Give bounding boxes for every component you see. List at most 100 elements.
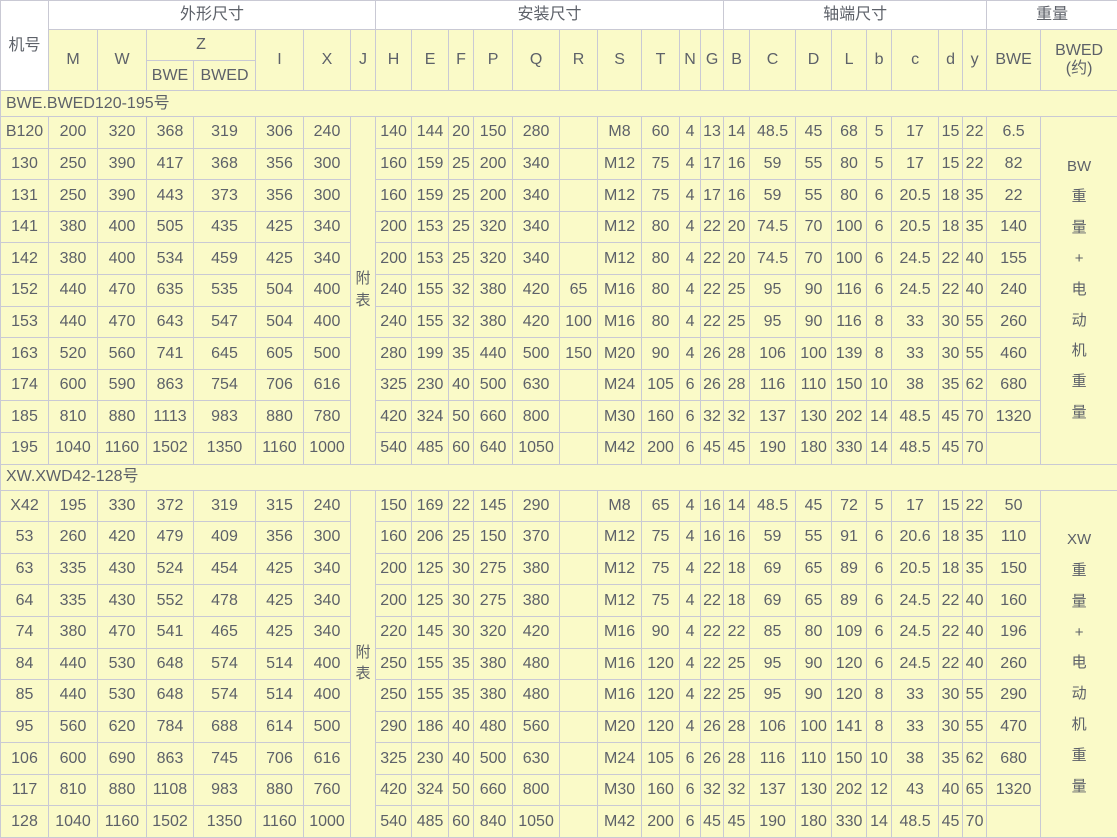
value-cell: 55 <box>962 337 988 370</box>
value-cell: 459 <box>193 242 256 275</box>
value-cell: 560 <box>97 337 147 370</box>
value-cell: 110 <box>795 742 833 775</box>
model-cell: 163 <box>0 337 49 370</box>
value-cell: 380 <box>473 647 514 681</box>
value-cell: 89 <box>831 552 868 586</box>
value-cell: 28 <box>723 742 751 775</box>
col-H: H <box>375 29 413 91</box>
value-cell: 547 <box>193 305 256 339</box>
value-cell: M42 <box>597 805 643 838</box>
value-cell: 14 <box>723 116 751 149</box>
value-cell: 324 <box>411 773 450 807</box>
value-cell: 22 <box>938 647 964 681</box>
value-cell: 105 <box>641 742 681 775</box>
value-cell: 155 <box>411 679 450 712</box>
value-cell: 20 <box>448 116 475 149</box>
value-cell: 983 <box>193 773 256 807</box>
value-cell: 616 <box>303 742 351 775</box>
value-cell: 100 <box>795 710 833 744</box>
value-cell: M42 <box>597 431 643 465</box>
spec-row-84: 84 440 530 648 574 514 400 250 155 35 380 480 M16 120… <box>0 647 1117 681</box>
spec-row-B120: B120 200 320 368 319 306 240 附表 140 144 20 150 280 M8… <box>0 116 1117 465</box>
value-cell: 540 <box>375 431 413 465</box>
value-cell: 460 <box>986 337 1042 370</box>
value-cell <box>559 521 599 554</box>
value-cell: 390 <box>97 179 147 212</box>
col-P: P <box>473 29 514 91</box>
value-cell: 275 <box>473 552 514 586</box>
spec-row-131: 131 250 390 443 373 356 300 160 159 25 200 340 M12 75… <box>0 179 1117 212</box>
value-cell: 6 <box>866 615 893 649</box>
value-cell: 137 <box>749 773 797 807</box>
value-cell: 80 <box>795 615 833 649</box>
value-cell: 1108 <box>146 773 194 807</box>
col-D: D <box>795 29 833 91</box>
value-cell: 65 <box>962 773 988 807</box>
value-cell: 230 <box>411 742 450 775</box>
value-cell: 340 <box>512 147 561 181</box>
value-cell: 65 <box>641 489 681 523</box>
col-L: L <box>831 29 868 91</box>
value-cell: 22 <box>700 552 725 586</box>
value-cell <box>559 242 599 275</box>
value-cell: 50 <box>986 489 1042 523</box>
value-cell: 153 <box>411 242 450 275</box>
value-cell: 15 <box>938 489 964 523</box>
model-cell: 141 <box>0 210 49 244</box>
value-cell: 70 <box>962 805 988 838</box>
value-cell: 24.5 <box>891 647 940 681</box>
value-cell: 5 <box>866 116 893 149</box>
value-cell: 4 <box>679 242 702 275</box>
value-cell: 690 <box>97 742 147 775</box>
value-cell: 150 <box>473 521 514 554</box>
value-cell: 220 <box>375 615 413 649</box>
value-cell: 33 <box>891 337 940 370</box>
value-cell: 356 <box>255 521 304 554</box>
spec-row-195: 195 1040 1160 1502 1350 1160 1000 540 485 60 640 10… <box>0 431 1117 465</box>
value-cell: 230 <box>411 368 450 402</box>
value-cell: 440 <box>48 679 98 712</box>
combined-weight-note: BW 重量 + 电动机重量 <box>1040 116 1117 465</box>
value-cell: 45 <box>938 805 964 838</box>
value-cell: 200 <box>375 584 413 617</box>
value-cell: 290 <box>986 679 1042 712</box>
value-cell: 863 <box>146 368 194 402</box>
value-cell: 55 <box>962 679 988 712</box>
value-cell: 160 <box>375 147 413 181</box>
value-cell: 880 <box>255 773 304 807</box>
value-cell: M20 <box>597 337 643 370</box>
value-cell: 69 <box>749 584 797 617</box>
value-cell: 100 <box>831 242 868 275</box>
value-cell: 356 <box>255 147 304 181</box>
value-cell: 195 <box>48 489 98 523</box>
value-cell: 116 <box>749 742 797 775</box>
value-cell: 35 <box>448 337 475 370</box>
value-cell: 89 <box>831 584 868 617</box>
value-cell: 55 <box>795 147 833 181</box>
value-cell: 335 <box>48 584 98 617</box>
value-cell <box>559 710 599 744</box>
value-cell: 1160 <box>255 805 304 838</box>
value-cell: 420 <box>512 615 561 649</box>
section-label: XW.XWD42-128号 <box>0 463 1117 491</box>
value-cell: 260 <box>48 521 98 554</box>
value-cell: 280 <box>512 116 561 149</box>
value-cell: 22 <box>938 615 964 649</box>
value-cell: 688 <box>193 710 256 744</box>
spec-row-152: 152 440 470 635 535 504 400 240 155 32 380 420 65 M16… <box>0 273 1117 307</box>
value-cell: 4 <box>679 552 702 586</box>
value-cell: 22 <box>962 147 988 181</box>
value-cell: 240 <box>303 116 351 149</box>
value-cell: 600 <box>48 368 98 402</box>
value-cell: 137 <box>749 400 797 433</box>
value-cell: 26 <box>700 337 725 370</box>
value-cell: 116 <box>831 273 868 307</box>
value-cell: 48.5 <box>749 116 797 149</box>
value-cell: 380 <box>512 552 561 586</box>
value-cell: 16 <box>700 521 725 554</box>
model-cell: 53 <box>0 521 49 554</box>
value-cell: 35 <box>448 647 475 681</box>
value-cell: 60 <box>641 116 681 149</box>
appendix-note: 附表 <box>349 489 377 838</box>
value-cell: 150 <box>831 742 868 775</box>
